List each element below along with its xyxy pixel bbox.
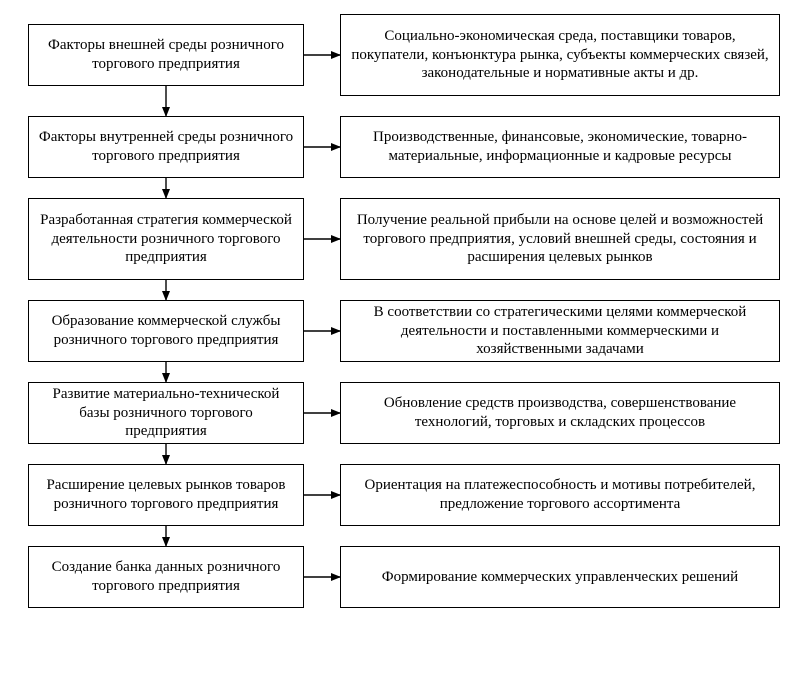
- left-node: Образование коммерческой службы рознично…: [28, 300, 304, 362]
- right-node-label: Формирование коммерческих управленческих…: [382, 568, 738, 587]
- left-node-label: Факторы внешней среды розничного торгово…: [37, 36, 295, 74]
- left-node-label: Создание банка данных розничного торгово…: [37, 558, 295, 596]
- right-node: Производственные, финансовые, экономичес…: [340, 116, 780, 178]
- right-node-label: Социально-экономическая среда, поставщик…: [349, 27, 771, 83]
- right-node-label: В соответствии со стратегическими целями…: [349, 303, 771, 359]
- right-node-label: Обновление средств производства, соверше…: [349, 394, 771, 432]
- left-node: Развитие материально-технической базы ро…: [28, 382, 304, 444]
- left-node-label: Разработанная стратегия коммерческой дея…: [37, 211, 295, 267]
- left-node-label: Факторы внутренней среды розничного торг…: [37, 128, 295, 166]
- right-node-label: Получение реальной прибыли на основе цел…: [349, 211, 771, 267]
- right-node: В соответствии со стратегическими целями…: [340, 300, 780, 362]
- right-node: Обновление средств производства, соверше…: [340, 382, 780, 444]
- left-node: Факторы внешней среды розничного торгово…: [28, 24, 304, 86]
- right-node-label: Производственные, финансовые, экономичес…: [349, 128, 771, 166]
- right-node-label: Ориентация на платежеспособность и мотив…: [349, 476, 771, 514]
- left-node-label: Образование коммерческой службы рознично…: [37, 312, 295, 350]
- right-node: Социально-экономическая среда, поставщик…: [340, 14, 780, 96]
- left-node-label: Расширение целевых рынков товаров рознич…: [37, 476, 295, 514]
- left-node: Разработанная стратегия коммерческой дея…: [28, 198, 304, 280]
- right-node: Получение реальной прибыли на основе цел…: [340, 198, 780, 280]
- left-node: Расширение целевых рынков товаров рознич…: [28, 464, 304, 526]
- right-node: Формирование коммерческих управленческих…: [340, 546, 780, 608]
- left-node: Создание банка данных розничного торгово…: [28, 546, 304, 608]
- left-node-label: Развитие материально-технической базы ро…: [37, 385, 295, 441]
- right-node: Ориентация на платежеспособность и мотив…: [340, 464, 780, 526]
- diagram-canvas: Социально-экономическая среда, поставщик…: [0, 0, 808, 686]
- left-node: Факторы внутренней среды розничного торг…: [28, 116, 304, 178]
